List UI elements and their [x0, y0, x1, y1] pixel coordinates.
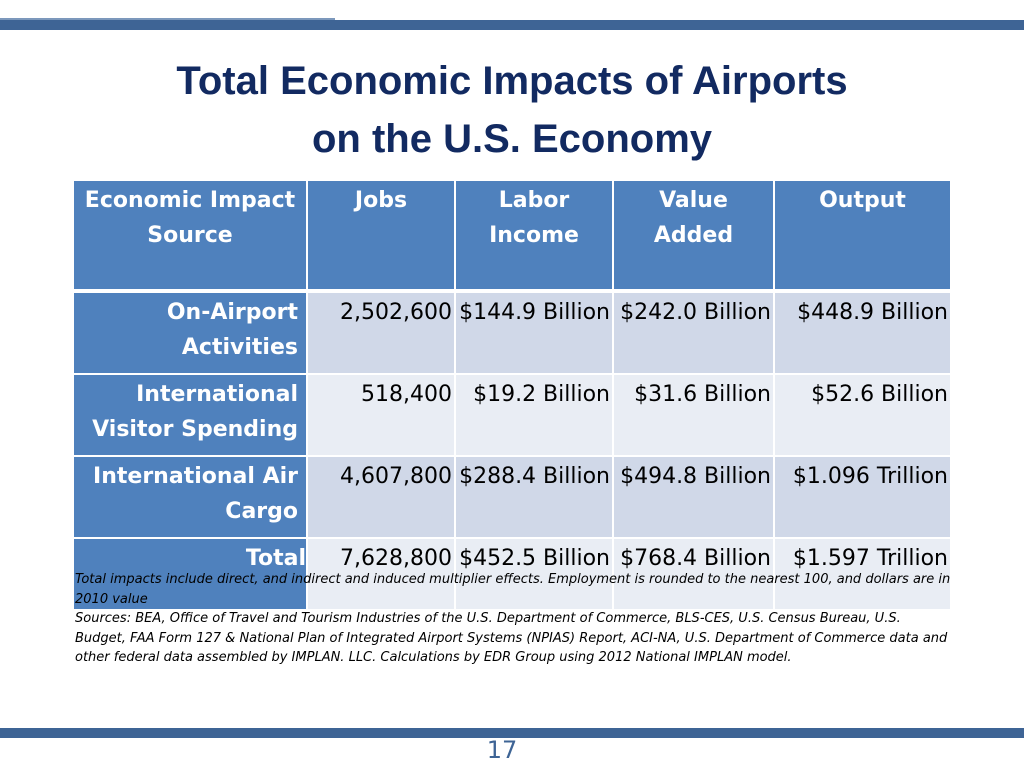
slide-title: Total Economic Impacts of Airports on th… [60, 52, 964, 168]
table-row: International Visitor Spending 518,400 $… [72, 373, 952, 457]
cell-output: $448.9 Billion [773, 289, 952, 375]
top-divider-bar [0, 20, 1024, 30]
cell-value-added: $494.8 Billion [612, 455, 775, 539]
table-row-total: Total 7,628,800 $452.5 Billion $768.4 Bi… [72, 537, 952, 611]
row-source: International Air Cargo [72, 455, 308, 539]
cell-labor-income: $452.5 Billion [454, 537, 614, 611]
sources-text: Sources: BEA, Office of Travel and Touri… [75, 611, 948, 665]
cell-labor-income: $288.4 Billion [454, 455, 614, 539]
header-labor-income: Labor Income [454, 179, 614, 292]
cell-jobs: 7,628,800 [306, 537, 456, 611]
cell-output: $1.096 Trillion [773, 455, 952, 539]
cell-value-added: $768.4 Billion [612, 537, 775, 611]
title-line-1: Total Economic Impacts of Airports [176, 59, 848, 103]
impacts-table: Economic Impact Source Jobs Labor Income… [72, 179, 952, 611]
cell-value-added: $31.6 Billion [612, 373, 775, 457]
footnote-text: Total impacts include direct, and indire… [75, 572, 951, 607]
row-source: International Visitor Spending [72, 373, 308, 457]
cell-output: $1.597 Trillion [773, 537, 952, 611]
header-jobs: Jobs [306, 179, 456, 292]
cell-output: $52.6 Billion [773, 373, 952, 457]
title-line-2: on the U.S. Economy [311, 117, 713, 161]
cell-labor-income: $19.2 Billion [454, 373, 614, 457]
top-accent-line [0, 18, 335, 20]
impacts-table-container: Economic Impact Source Jobs Labor Income… [72, 179, 952, 611]
row-source: Total [72, 537, 308, 611]
header-source: Economic Impact Source [72, 179, 308, 292]
row-source: On-Airport Activities [72, 289, 308, 375]
table-notes: Total impacts include direct, and indire… [75, 570, 955, 668]
cell-labor-income: $144.9 Billion [454, 289, 614, 375]
cell-value-added: $242.0 Billion [612, 289, 775, 375]
cell-jobs: 4,607,800 [306, 455, 456, 539]
cell-jobs: 2,502,600 [306, 289, 456, 375]
table-header-row: Economic Impact Source Jobs Labor Income… [72, 179, 952, 292]
table-row: International Air Cargo 4,607,800 $288.4… [72, 455, 952, 539]
bottom-divider-bar [0, 728, 1024, 738]
page-number: 17 [486, 736, 518, 764]
header-output: Output [773, 179, 952, 292]
header-value-added: Value Added [612, 179, 775, 292]
table-row: On-Airport Activities 2,502,600 $144.9 B… [72, 289, 952, 375]
cell-jobs: 518,400 [306, 373, 456, 457]
